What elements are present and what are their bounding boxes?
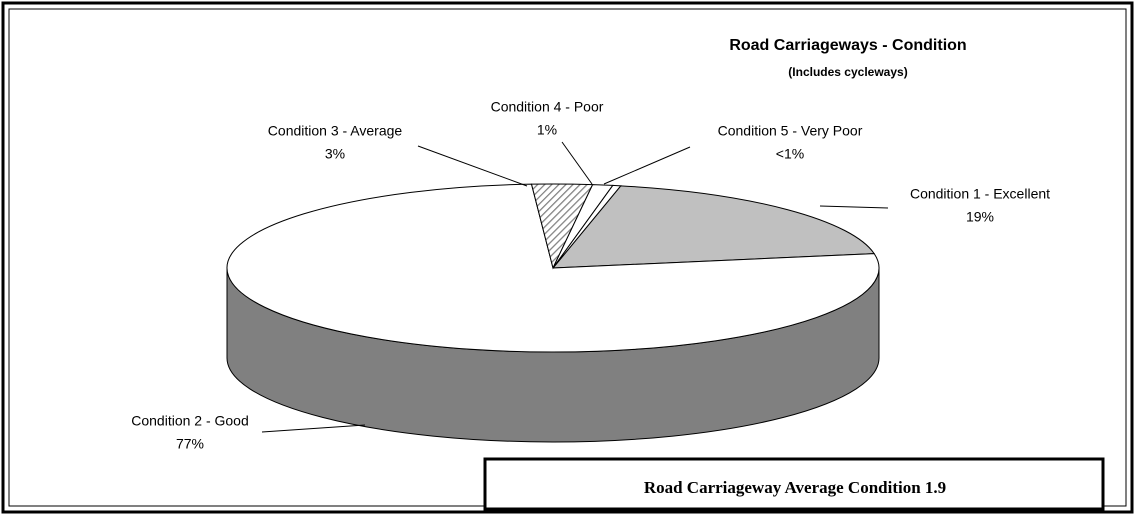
- annotation: Road Carriageway Average Condition 1.9: [644, 478, 946, 497]
- slice-label: Condition 5 - Very Poor: [718, 123, 863, 139]
- slice-label: Condition 1 - Excellent: [910, 186, 1050, 202]
- leader-line: [417, 145, 528, 187]
- slice-value-label: 19%: [966, 209, 994, 225]
- leader-line: [261, 424, 366, 433]
- leader-line: [603, 146, 691, 185]
- slice-value-label: 3%: [325, 146, 345, 162]
- slice-label: Condition 2 - Good: [131, 413, 249, 429]
- slice-value-label: <1%: [776, 146, 804, 162]
- slice-label: Condition 4 - Poor: [491, 99, 604, 115]
- slice-value-label: 1%: [537, 122, 557, 138]
- slice-label: Condition 3 - Average: [268, 123, 403, 139]
- pie-slice: [552, 184, 622, 269]
- annotation-box: [483, 457, 1105, 511]
- chart-subtitle: (Includes cycleways): [788, 65, 907, 79]
- slice-value-label: 77%: [176, 436, 204, 452]
- chart-title: Road Carriageways - Condition: [729, 37, 966, 54]
- leader-line: [819, 205, 889, 209]
- leader-line: [561, 141, 593, 185]
- pie: [226, 183, 880, 443]
- pie-slice: [551, 185, 876, 269]
